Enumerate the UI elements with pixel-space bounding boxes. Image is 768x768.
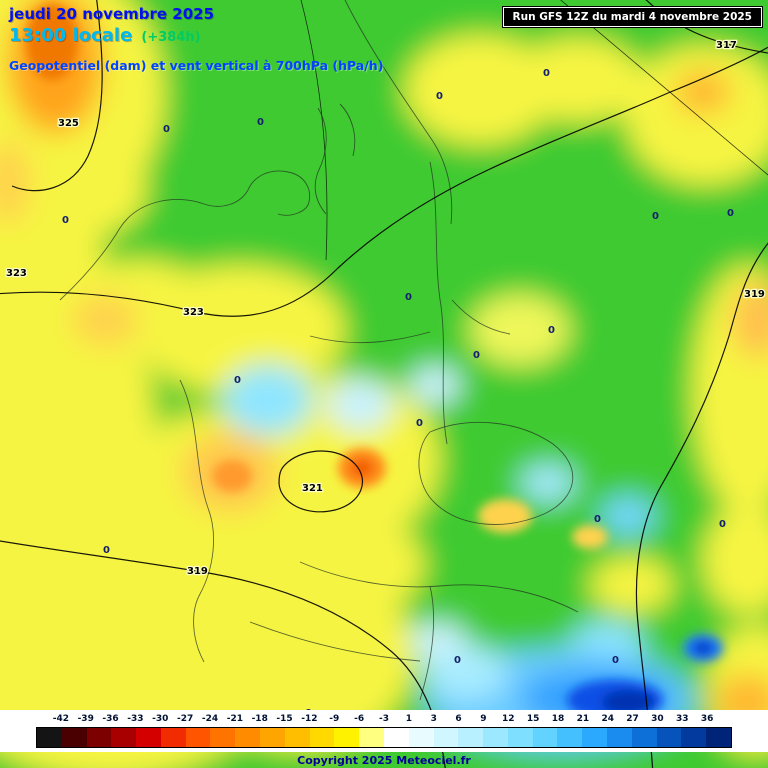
colorbar-segment — [483, 728, 508, 747]
subtitle-label: Geopotentiel (dam) et vent vertical à 70… — [9, 57, 384, 73]
date-label: jeudi 20 novembre 2025 — [9, 5, 215, 23]
zero-isoline-label: 0 — [62, 215, 69, 226]
colorbar-segment — [557, 728, 583, 747]
contour-value-label: 319 — [187, 566, 208, 577]
zero-isoline-label: 0 — [416, 418, 423, 429]
zero-isoline-label: 0 — [594, 514, 601, 525]
colorbar-tick: 15 — [526, 714, 540, 724]
colorbar-segment — [408, 728, 434, 747]
zero-isoline-label: 0 — [727, 208, 734, 219]
run-info-box: Run GFS 12Z du mardi 4 novembre 2025 — [501, 6, 764, 28]
colorbar-tick: 12 — [502, 714, 515, 724]
contour-value-label: 323 — [6, 268, 27, 279]
colorbar-segment — [235, 728, 261, 747]
colorbar-ticks: -42 -39 -36 -33 -30 -27 -24 -21 -18 -15 -12 -9 -6 -3 1… — [36, 714, 732, 727]
colorbar-segment — [681, 728, 707, 747]
colorbar-tick: 36 — [700, 714, 714, 724]
colorbar-segment — [111, 728, 137, 747]
colorbar-tick: -3 — [379, 714, 389, 724]
colorbar-tick: -24 — [201, 714, 219, 724]
time-label: 13:00 locale — [9, 25, 133, 47]
colorbar-tick: -42 — [52, 714, 69, 724]
colorbar-segment — [210, 728, 236, 747]
colorbar-tick: -36 — [102, 714, 119, 724]
colorbar-tick: -6 — [354, 714, 365, 724]
zero-isoline-label: 0 — [543, 68, 550, 79]
colorbar-segment — [631, 728, 657, 747]
colorbar-segment — [582, 728, 607, 747]
contour-value-label: 317 — [716, 40, 737, 51]
contour-value-label: 319 — [744, 289, 765, 300]
zero-isoline-label: 0 — [405, 292, 412, 303]
colorbar-segment — [284, 728, 310, 747]
offset-label: (+384h) — [141, 30, 201, 46]
colorbar-tick: -39 — [77, 714, 94, 724]
validity-time: 13:00 locale (+384h) — [9, 25, 383, 47]
zero-isoline-label: 0 — [436, 91, 443, 102]
colorbar-segment — [260, 728, 285, 747]
colorbar — [36, 727, 732, 748]
zero-isoline-label: 0 — [257, 117, 264, 128]
colorbar-segment — [433, 728, 459, 747]
colorbar-segment — [309, 728, 335, 747]
colorbar-segment — [334, 728, 360, 747]
colorbar-segment — [606, 728, 632, 747]
colorbar-segment — [136, 728, 161, 747]
colorbar-segment — [656, 728, 682, 747]
zero-isoline-label: 0 — [719, 519, 726, 530]
colorbar-tick: -27 — [177, 714, 194, 724]
colorbar-tick: -9 — [329, 714, 340, 724]
zero-isoline-label: 0 — [548, 325, 555, 336]
zero-isoline-label: 0 — [234, 375, 241, 386]
colorbar-segment — [458, 728, 484, 747]
colorbar-segment — [532, 728, 558, 747]
colorbar-tick: 9 — [480, 714, 487, 724]
colorbar-tick: -15 — [276, 714, 293, 724]
colorbar-segment — [383, 728, 409, 747]
colorbar-tick: -12 — [301, 714, 318, 724]
color-scale: -42 -39 -36 -33 -30 -27 -24 -21 -18 -15 -12 -9 -6 -3 1… — [36, 714, 732, 748]
colorbar-tick: 24 — [601, 714, 614, 724]
colorbar-segment — [507, 728, 533, 747]
colorbar-segment — [359, 728, 384, 747]
colorbar-segment — [160, 728, 186, 747]
contour-value-label: 325 — [58, 118, 79, 129]
zero-isoline-label: 0 — [103, 545, 110, 556]
colorbar-segment — [61, 728, 87, 747]
colorbar-tick: 18 — [551, 714, 565, 724]
zero-isoline-label: 0 — [454, 655, 461, 666]
colorbar-segment — [706, 728, 731, 747]
colorbar-tick: 3 — [430, 714, 437, 724]
colorbar-segment — [185, 728, 211, 747]
contour-value-label: 321 — [302, 483, 323, 494]
map-header: jeudi 20 novembre 2025 13:00 locale (+38… — [9, 5, 384, 73]
colorbar-tick: -30 — [152, 714, 169, 724]
zero-isoline-label: 0 — [652, 211, 659, 222]
colorbar-tick: -18 — [251, 714, 268, 724]
zero-isoline-label: 0 — [163, 124, 170, 135]
colorbar-tick: 30 — [651, 714, 664, 724]
colorbar-tick: -33 — [127, 714, 144, 724]
colorbar-tick: 21 — [576, 714, 590, 724]
colorbar-segment — [37, 728, 62, 747]
zero-isoline-label: 0 — [473, 350, 480, 361]
colorbar-tick: 1 — [405, 714, 412, 724]
copyright-label: Copyright 2025 Meteociel.fr — [297, 754, 471, 767]
contour-value-label: 323 — [183, 307, 204, 318]
colorbar-tick: 27 — [626, 714, 639, 724]
zero-isoline-label: 0 — [612, 655, 619, 666]
colorbar-tick: -21 — [226, 714, 243, 724]
colorbar-tick: 33 — [676, 714, 689, 724]
colorbar-segment — [86, 728, 112, 747]
colorbar-tick: 6 — [455, 714, 462, 724]
